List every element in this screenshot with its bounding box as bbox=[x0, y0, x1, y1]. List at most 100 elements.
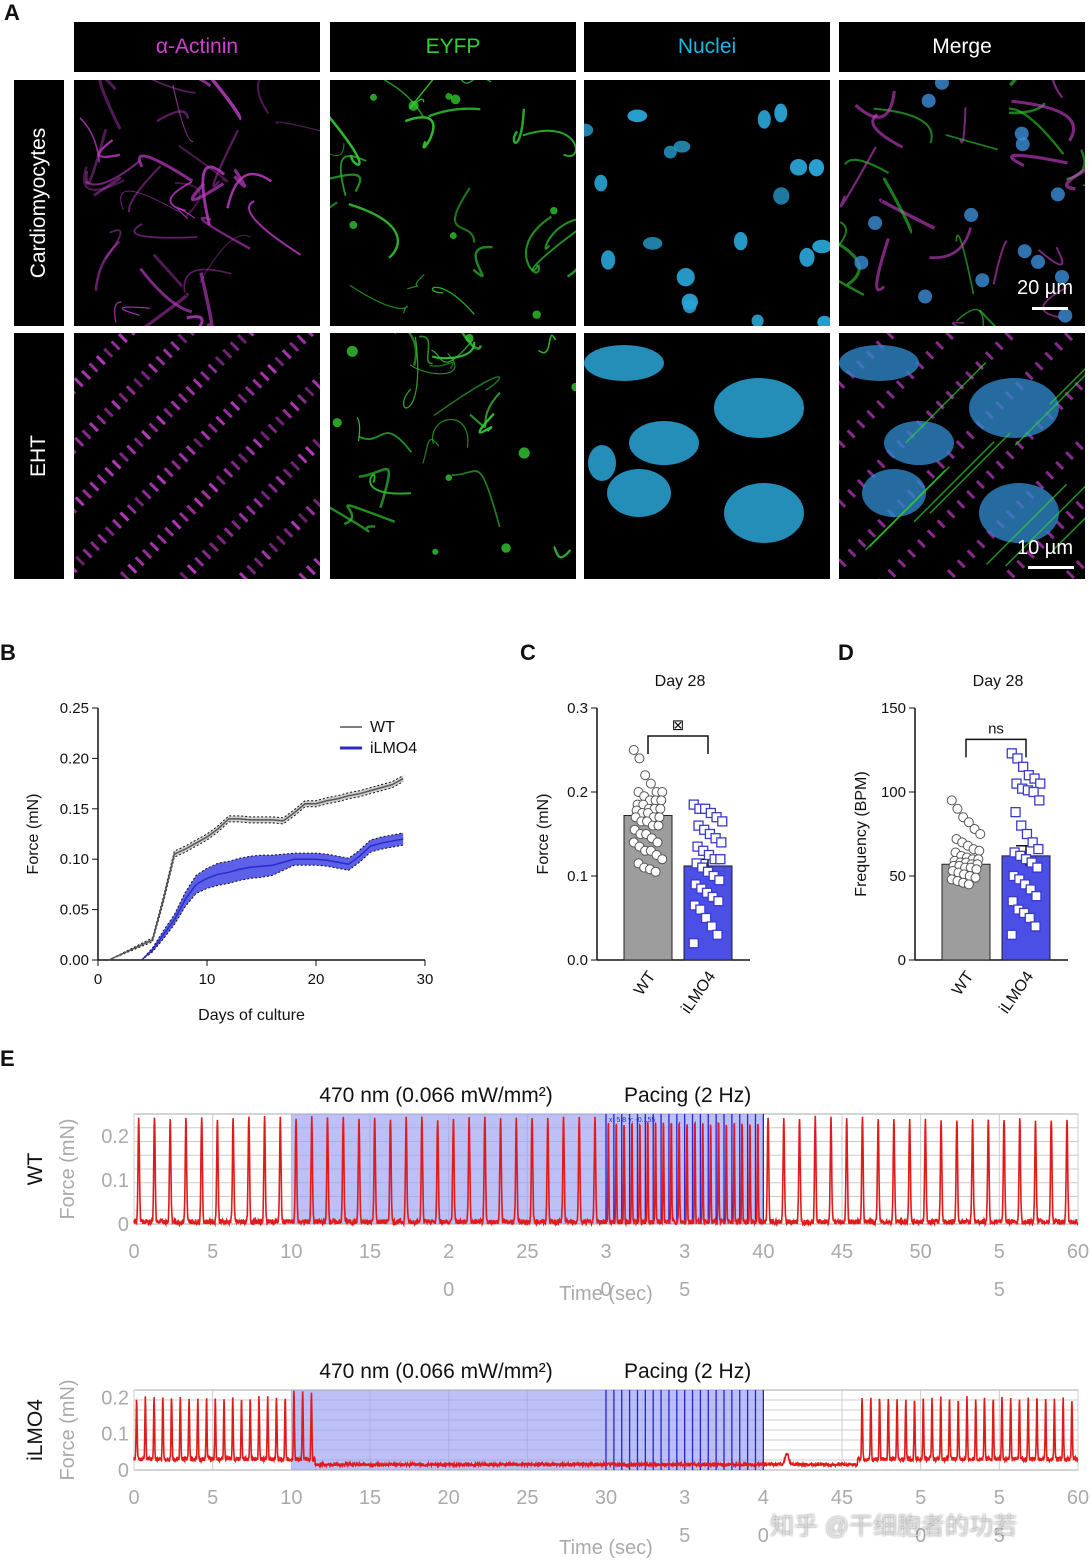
micrograph-signal bbox=[330, 333, 576, 559]
error-lower-iLMO4 bbox=[141, 844, 404, 961]
striation bbox=[222, 348, 233, 359]
striation bbox=[237, 452, 249, 464]
merge-fiber bbox=[959, 107, 967, 144]
micrograph-background bbox=[330, 80, 576, 326]
y-axis-label: Frequency (BPM) bbox=[853, 771, 870, 896]
micrograph-cm-actinin bbox=[74, 80, 320, 326]
striation bbox=[200, 370, 211, 381]
striation bbox=[155, 355, 166, 366]
striation bbox=[223, 527, 234, 538]
x-tick-label: 0 bbox=[128, 1487, 139, 1509]
merge-striation bbox=[1005, 450, 1015, 460]
striation bbox=[236, 333, 248, 345]
error-upper-iLMO4 bbox=[141, 832, 404, 961]
y-tick-label: 150 bbox=[881, 700, 906, 717]
striation bbox=[252, 378, 263, 389]
data-point bbox=[1016, 820, 1027, 831]
membrane bbox=[330, 506, 376, 533]
striation bbox=[119, 571, 130, 579]
striation bbox=[141, 548, 153, 560]
x-axis-label: Time (sec) bbox=[559, 1537, 653, 1559]
striation bbox=[275, 535, 286, 546]
merge-fiber bbox=[929, 227, 972, 259]
data-point bbox=[952, 803, 963, 814]
merge-striation bbox=[876, 518, 887, 529]
fiber bbox=[199, 272, 214, 326]
membrane bbox=[428, 107, 481, 118]
fiber bbox=[152, 253, 184, 288]
striation bbox=[111, 399, 122, 410]
membrane bbox=[478, 412, 495, 434]
merge-nucleus bbox=[1031, 254, 1046, 269]
row-label: iLMO4 bbox=[24, 1399, 47, 1461]
puncta bbox=[346, 345, 358, 357]
fiber bbox=[121, 306, 150, 316]
x-tick-label: 50 bbox=[910, 1241, 932, 1263]
merge-fiber bbox=[873, 107, 933, 144]
membrane bbox=[512, 108, 526, 144]
merge-striation bbox=[1004, 333, 1014, 341]
striation bbox=[96, 474, 107, 485]
x-tick-label: 25 bbox=[516, 1241, 538, 1263]
striation bbox=[119, 511, 130, 522]
puncta bbox=[501, 543, 511, 553]
x-axis-label: Days of culture bbox=[198, 1007, 305, 1024]
micrograph-eht-actinin bbox=[74, 333, 320, 579]
row-label: WT bbox=[24, 1153, 47, 1186]
merge-membrane bbox=[1049, 367, 1085, 405]
fiber bbox=[137, 154, 194, 183]
fiber bbox=[186, 315, 204, 326]
striation bbox=[118, 392, 129, 403]
chart-title: Day 28 bbox=[973, 673, 1024, 690]
striation bbox=[297, 512, 309, 524]
membrane bbox=[330, 201, 338, 209]
membrane bbox=[544, 218, 576, 250]
merge-striation bbox=[1044, 351, 1054, 361]
striation bbox=[186, 504, 197, 515]
striation bbox=[222, 408, 233, 419]
merge-fiber bbox=[1009, 102, 1046, 115]
striation bbox=[281, 349, 292, 360]
merge-striation bbox=[1006, 569, 1016, 579]
striation bbox=[164, 526, 175, 537]
merge-striation bbox=[1035, 480, 1045, 490]
striation bbox=[148, 481, 160, 493]
data-point bbox=[970, 872, 981, 883]
merge-nucleus bbox=[964, 207, 979, 222]
striation bbox=[246, 564, 257, 575]
striation bbox=[88, 421, 100, 433]
nucleus bbox=[629, 421, 699, 465]
striation bbox=[311, 379, 320, 390]
membrane bbox=[348, 203, 399, 259]
nucleus bbox=[774, 103, 788, 123]
fiber bbox=[200, 216, 251, 250]
striation bbox=[163, 467, 174, 478]
puncta bbox=[370, 93, 377, 101]
striation bbox=[103, 407, 114, 418]
significance-bracket bbox=[965, 738, 1027, 758]
merge-fiber bbox=[844, 158, 890, 174]
striation bbox=[178, 511, 190, 523]
merge-striation bbox=[885, 333, 895, 340]
striation bbox=[207, 363, 218, 374]
merge-striation bbox=[955, 440, 965, 450]
merge-striation bbox=[935, 340, 945, 350]
striation bbox=[261, 549, 272, 560]
merge-striation bbox=[1074, 441, 1084, 451]
striation bbox=[95, 355, 106, 366]
error-upper-WT bbox=[108, 775, 404, 961]
x-tick-label: 10 bbox=[199, 971, 216, 988]
puncta bbox=[445, 474, 453, 481]
striation bbox=[201, 549, 212, 560]
y-axis-label: Force (mN) bbox=[57, 1118, 79, 1219]
striation bbox=[231, 519, 242, 530]
merge-striation bbox=[1016, 559, 1026, 569]
merge-striation bbox=[974, 360, 985, 371]
y-tick-label: 0.20 bbox=[60, 750, 89, 767]
row-header-eht: EHT bbox=[14, 333, 64, 579]
y-tick-label: 0.1 bbox=[101, 1170, 129, 1192]
series-line-iLMO4 bbox=[141, 838, 404, 961]
data-point bbox=[656, 795, 667, 806]
